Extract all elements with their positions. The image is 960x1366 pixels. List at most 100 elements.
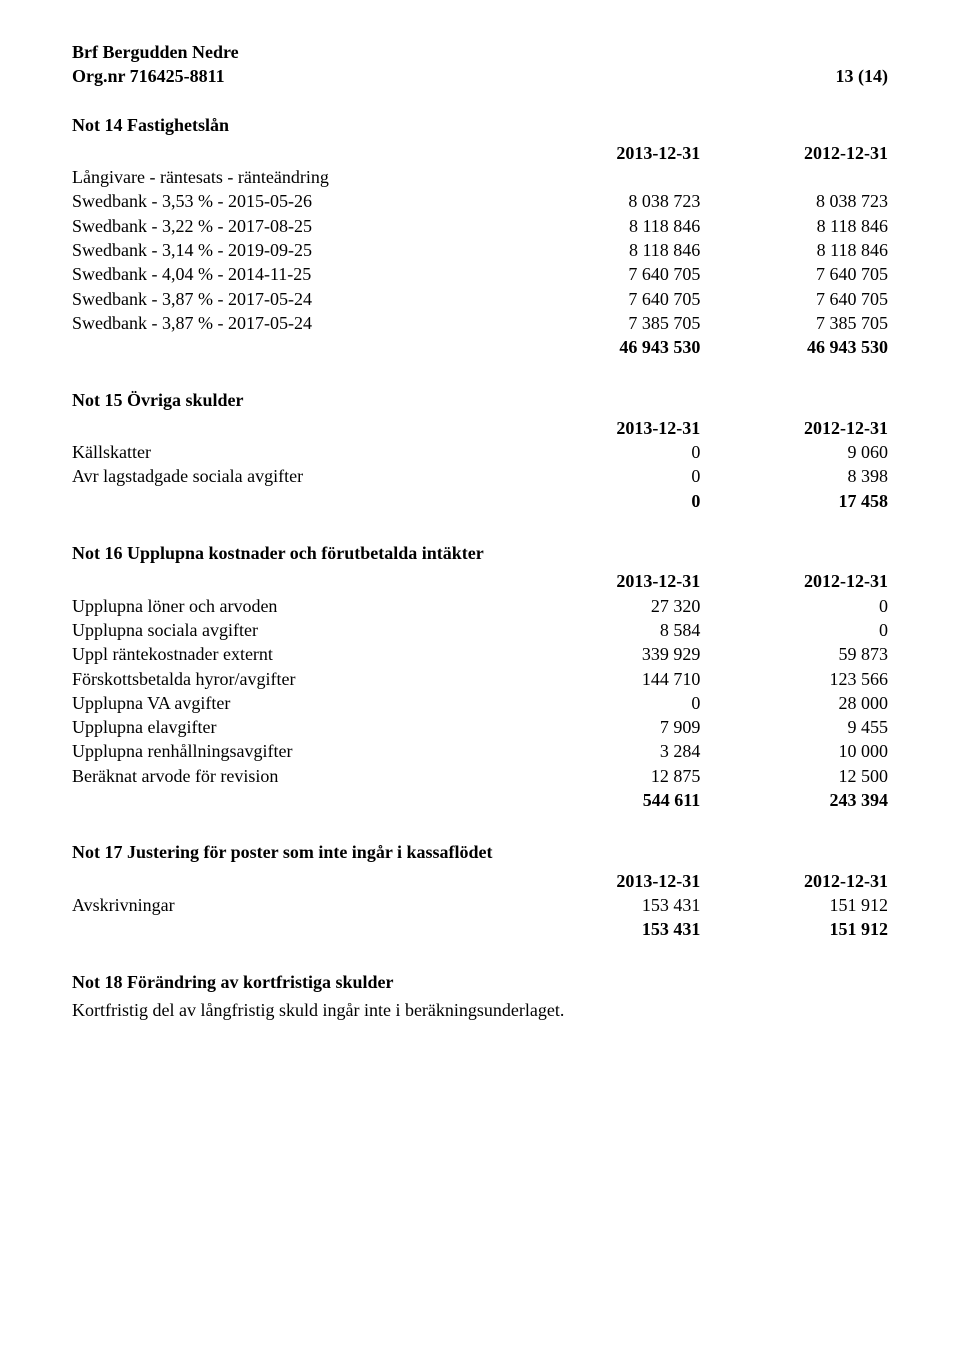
row-label: Upplupna renhållningsavgifter [72, 739, 513, 763]
row-label: Upplupna VA avgifter [72, 691, 513, 715]
total-value: 17 458 [700, 489, 888, 513]
table-header-row: 2013-12-31 2012-12-31 [72, 869, 888, 893]
section-not14: Not 14 Fastighetslån 2013-12-31 2012-12-… [72, 113, 888, 360]
not14-table: 2013-12-31 2012-12-31 Långivare - räntes… [72, 141, 888, 360]
row-value: 0 [513, 691, 701, 715]
col-header: 2013-12-31 [513, 869, 701, 893]
page-header: Brf Bergudden Nedre Org.nr 716425-8811 1… [72, 40, 888, 89]
table-row: Swedbank - 3,87 % - 2017-05-24 7 640 705… [72, 287, 888, 311]
row-value: 0 [700, 594, 888, 618]
table-row: Uppl räntekostnader externt 339 929 59 8… [72, 642, 888, 666]
table-header-row: 2013-12-31 2012-12-31 [72, 416, 888, 440]
table-row: Källskatter 0 9 060 [72, 440, 888, 464]
col-header: 2012-12-31 [700, 869, 888, 893]
row-label: Beräknat arvode för revision [72, 764, 513, 788]
row-label: Swedbank - 3,53 % - 2015-05-26 [72, 189, 513, 213]
row-value: 3 284 [513, 739, 701, 763]
row-value: 7 640 705 [513, 262, 701, 286]
row-label: Upplupna sociala avgifter [72, 618, 513, 642]
section-not18: Not 18 Förändring av kortfristiga skulde… [72, 970, 888, 1023]
company-name: Brf Bergudden Nedre [72, 40, 239, 64]
not15-title: Not 15 Övriga skulder [72, 388, 888, 412]
table-row: Swedbank - 3,14 % - 2019-09-25 8 118 846… [72, 238, 888, 262]
row-label: Swedbank - 3,87 % - 2017-05-24 [72, 287, 513, 311]
not16-table: 2013-12-31 2012-12-31 Upplupna löner och… [72, 569, 888, 812]
row-value: 8 584 [513, 618, 701, 642]
table-row: Beräknat arvode för revision 12 875 12 5… [72, 764, 888, 788]
total-value: 243 394 [700, 788, 888, 812]
row-label: Upplupna elavgifter [72, 715, 513, 739]
total-value: 46 943 530 [513, 335, 701, 359]
page-number: 13 (14) [836, 64, 889, 88]
row-label: Uppl räntekostnader externt [72, 642, 513, 666]
table-row: Upplupna renhållningsavgifter 3 284 10 0… [72, 739, 888, 763]
row-label: Upplupna löner och arvoden [72, 594, 513, 618]
row-value: 0 [513, 440, 701, 464]
table-row: Swedbank - 4,04 % - 2014-11-25 7 640 705… [72, 262, 888, 286]
table-total-row: 46 943 530 46 943 530 [72, 335, 888, 359]
row-value: 151 912 [700, 893, 888, 917]
row-label: Swedbank - 3,87 % - 2017-05-24 [72, 311, 513, 335]
row-label: Förskottsbetalda hyror/avgifter [72, 667, 513, 691]
table-row: Avr lagstadgade sociala avgifter 0 8 398 [72, 464, 888, 488]
not17-table: 2013-12-31 2012-12-31 Avskrivningar 153 … [72, 869, 888, 942]
row-value: 7 909 [513, 715, 701, 739]
row-value: 339 929 [513, 642, 701, 666]
table-total-row: 153 431 151 912 [72, 917, 888, 941]
total-value: 0 [513, 489, 701, 513]
table-row: Förskottsbetalda hyror/avgifter 144 710 … [72, 667, 888, 691]
row-label: Swedbank - 4,04 % - 2014-11-25 [72, 262, 513, 286]
col-header: 2013-12-31 [513, 416, 701, 440]
table-row: Upplupna sociala avgifter 8 584 0 [72, 618, 888, 642]
total-value: 151 912 [700, 917, 888, 941]
row-label: Swedbank - 3,22 % - 2017-08-25 [72, 214, 513, 238]
row-label: Avskrivningar [72, 893, 513, 917]
row-value: 7 640 705 [700, 262, 888, 286]
row-value: 8 038 723 [513, 189, 701, 213]
row-value: 8 038 723 [700, 189, 888, 213]
table-total-row: 0 17 458 [72, 489, 888, 513]
total-value: 46 943 530 [700, 335, 888, 359]
row-value: 9 455 [700, 715, 888, 739]
not16-title: Not 16 Upplupna kostnader och förutbetal… [72, 541, 888, 565]
row-value: 0 [513, 464, 701, 488]
row-value: 0 [700, 618, 888, 642]
table-row: Swedbank - 3,87 % - 2017-05-24 7 385 705… [72, 311, 888, 335]
section-not15: Not 15 Övriga skulder 2013-12-31 2012-12… [72, 388, 888, 513]
row-value: 8 398 [700, 464, 888, 488]
row-label: Swedbank - 3,14 % - 2019-09-25 [72, 238, 513, 262]
section-not16: Not 16 Upplupna kostnader och förutbetal… [72, 541, 888, 812]
row-value: 12 875 [513, 764, 701, 788]
table-row: Upplupna löner och arvoden 27 320 0 [72, 594, 888, 618]
row-value: 8 118 846 [700, 214, 888, 238]
row-value: 12 500 [700, 764, 888, 788]
table-row: Avskrivningar 153 431 151 912 [72, 893, 888, 917]
col-header: 2012-12-31 [700, 569, 888, 593]
total-value: 153 431 [513, 917, 701, 941]
row-value: 8 118 846 [700, 238, 888, 262]
row-value: 123 566 [700, 667, 888, 691]
row-value: 7 385 705 [513, 311, 701, 335]
table-row: Swedbank - 3,53 % - 2015-05-26 8 038 723… [72, 189, 888, 213]
table-header-row: 2013-12-31 2012-12-31 [72, 141, 888, 165]
table-total-row: 544 611 243 394 [72, 788, 888, 812]
not14-subheader: Långivare - räntesats - ränteändring [72, 165, 513, 189]
row-value: 9 060 [700, 440, 888, 464]
not14-title: Not 14 Fastighetslån [72, 113, 888, 137]
row-value: 8 118 846 [513, 238, 701, 262]
col-header: 2012-12-31 [700, 141, 888, 165]
row-label: Avr lagstadgade sociala avgifter [72, 464, 513, 488]
section-not17: Not 17 Justering för poster som inte ing… [72, 840, 888, 941]
page: Brf Bergudden Nedre Org.nr 716425-8811 1… [0, 0, 960, 1090]
row-value: 144 710 [513, 667, 701, 691]
not15-table: 2013-12-31 2012-12-31 Källskatter 0 9 06… [72, 416, 888, 513]
not17-title: Not 17 Justering för poster som inte ing… [72, 840, 888, 864]
table-row: Upplupna VA avgifter 0 28 000 [72, 691, 888, 715]
row-value: 28 000 [700, 691, 888, 715]
row-value: 7 385 705 [700, 311, 888, 335]
row-value: 7 640 705 [513, 287, 701, 311]
row-value: 153 431 [513, 893, 701, 917]
table-subheader-row: Långivare - räntesats - ränteändring [72, 165, 888, 189]
row-value: 8 118 846 [513, 214, 701, 238]
col-header: 2013-12-31 [513, 141, 701, 165]
